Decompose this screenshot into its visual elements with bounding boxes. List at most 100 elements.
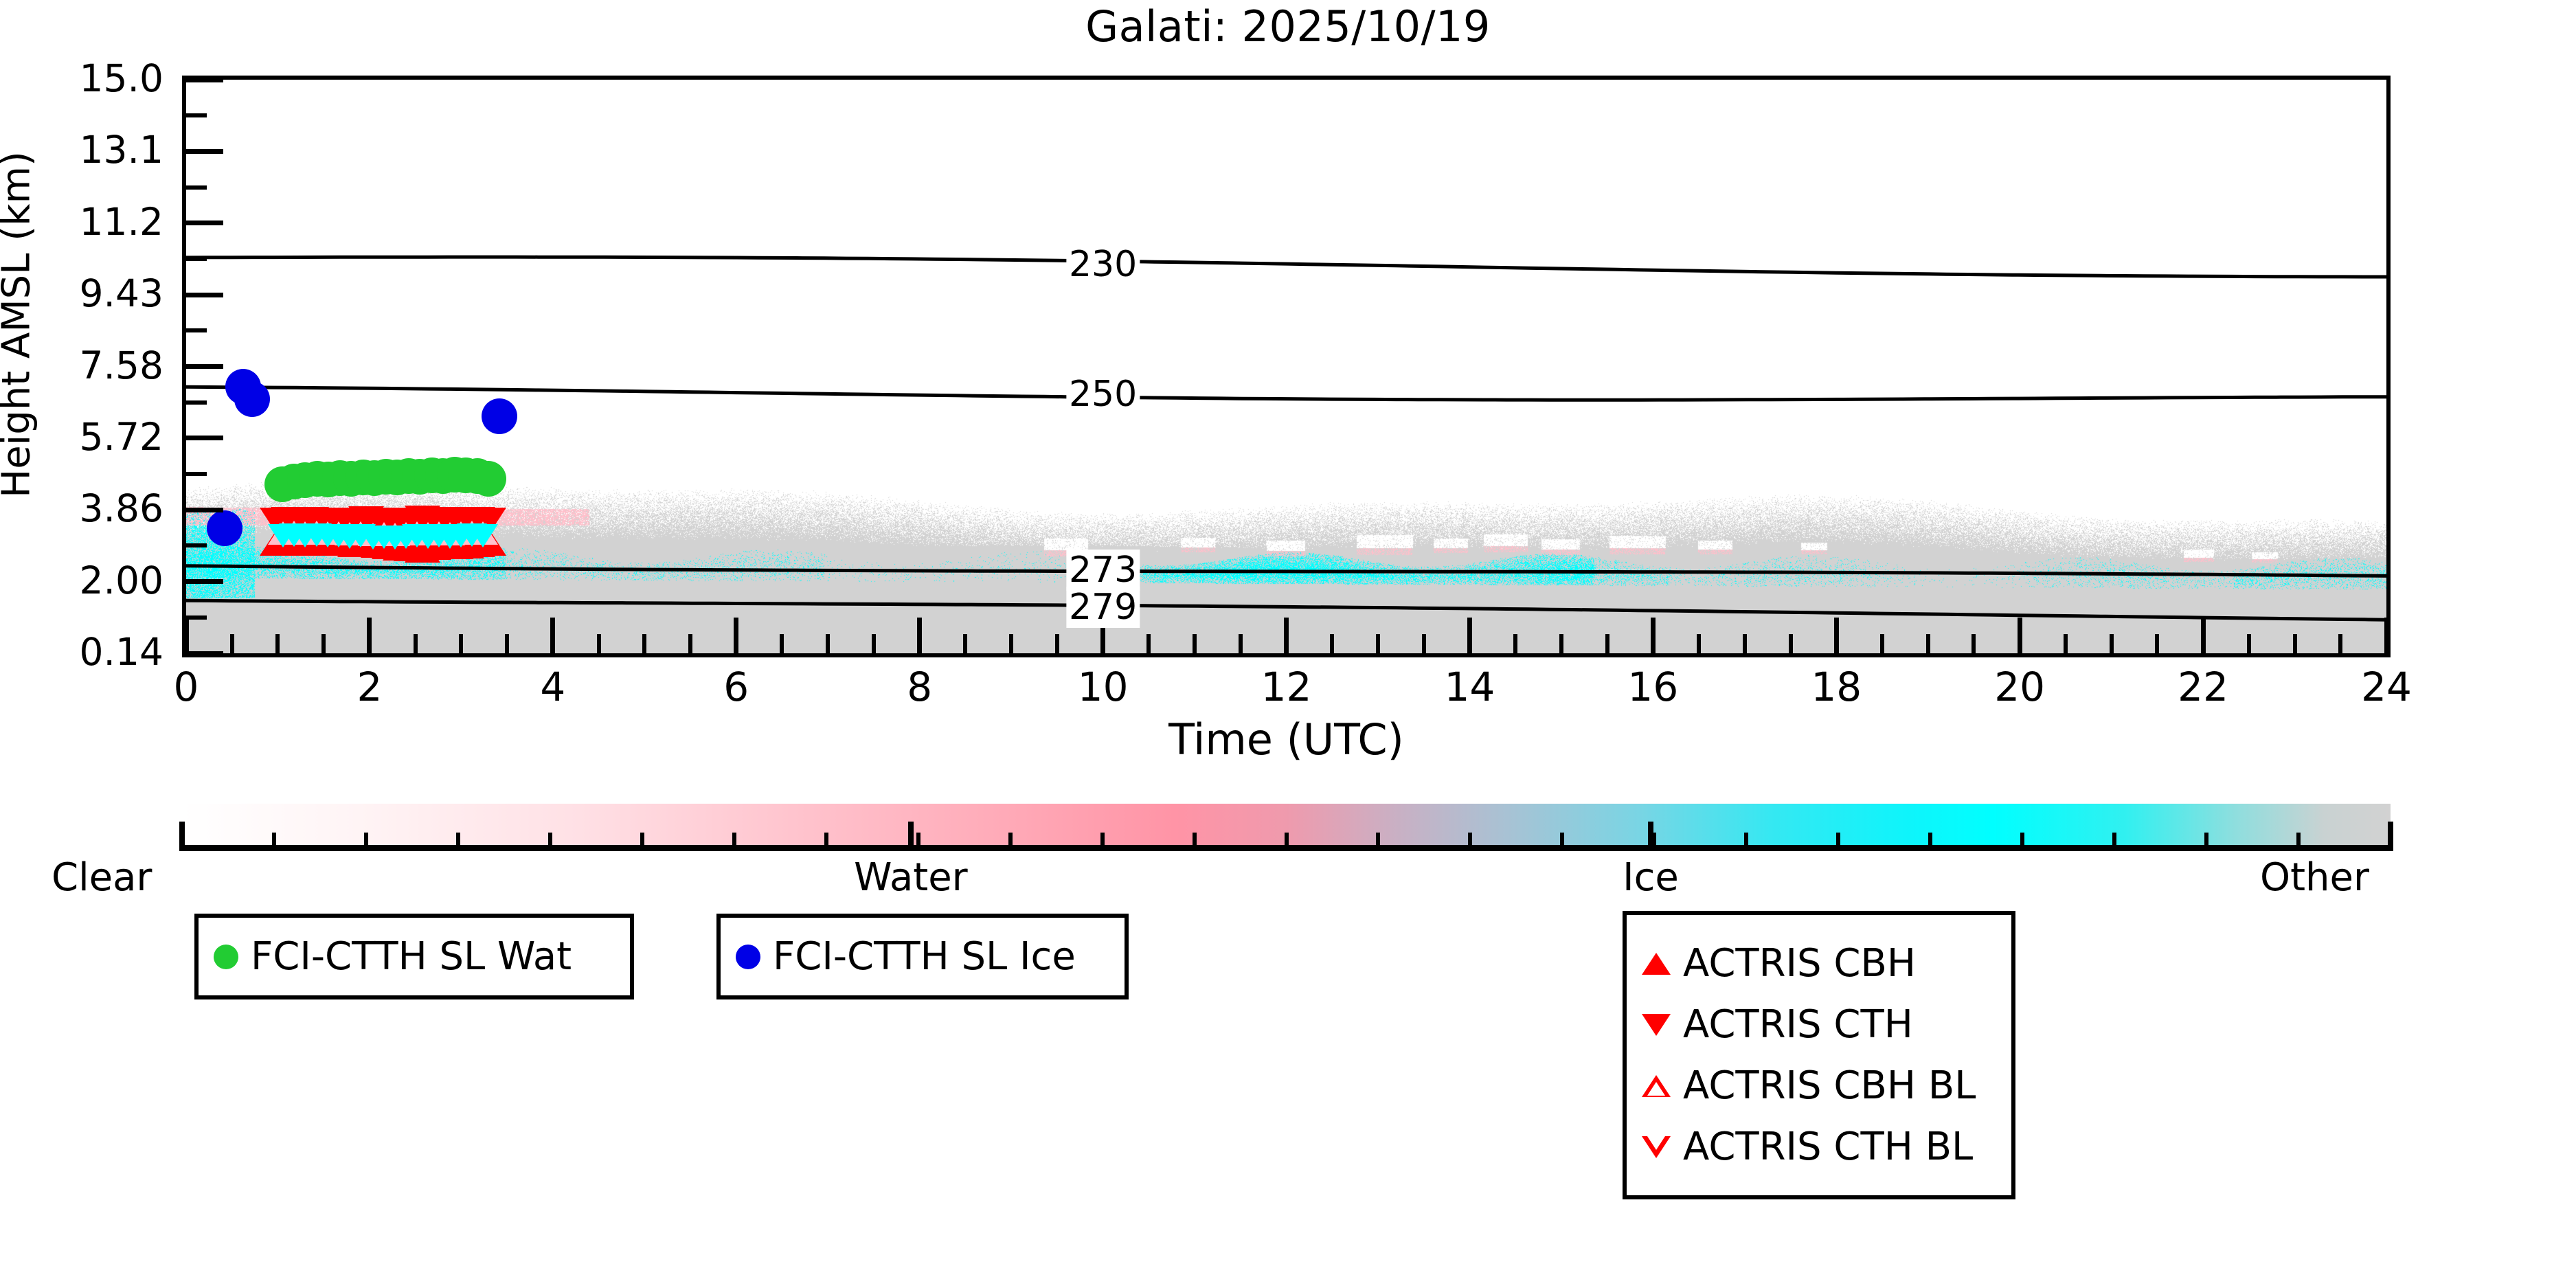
y-tick [186,579,223,585]
marker-fci-ctth-sl-ice [234,381,271,417]
isotherm-line [186,598,2386,622]
triangle-up-open-icon [1642,1074,1671,1097]
x-tick [1467,618,1472,653]
isotherm-label: 250 [1065,374,1140,416]
x-tick-label: 0 [173,664,199,710]
legend-actris[interactable]: ACTRIS CBH ACTRIS CTH ACTRIS CBH BL ACTR… [1623,911,2015,1199]
y-tick-label: 7.58 [79,343,163,387]
isotherm-label: 230 [1065,243,1140,285]
x-tick-label: 22 [2178,664,2228,710]
colorbar-tick-minor [363,833,368,851]
y-tick-label: 3.86 [79,486,163,531]
y-tick [186,651,223,653]
y-tick [186,364,223,369]
isotherm-label: 273 [1065,550,1140,591]
x-tick-minor [1788,634,1793,653]
isotherm-line [186,385,2386,402]
x-tick-minor [871,634,876,653]
y-tick-minor [186,328,207,333]
x-axis-ticks [186,80,2386,653]
x-tick-minor [1925,634,1930,653]
legend-item-label: ACTRIS CBH [1683,941,1917,986]
page-title: Galati: 2025/10/19 [1085,1,1491,52]
x-tick-label: 6 [723,664,749,710]
colorbar-tick-minor [2112,833,2117,851]
colorbar-tick-minor [2204,833,2209,851]
plot-canvas: 230 250 273 279 [186,80,2386,653]
x-tick-minor [826,634,831,653]
colorbar-tick-minor [1928,833,1933,851]
triangle-up-filled-icon [1642,952,1671,975]
x-tick-minor [505,634,510,653]
x-tick-minor [1971,634,1976,653]
isotherm-line [186,564,2386,578]
x-tick-minor [1559,634,1563,653]
x-tick-label: 4 [540,664,566,710]
x-tick-minor [1513,634,1518,653]
colorbar-label: Water [854,855,968,900]
legend-item-cbh: ACTRIS CBH [1627,933,2011,994]
x-tick [1833,618,1839,653]
colorbar-tick-minor [916,833,920,851]
x-tick [1650,618,1656,653]
triangle-down-filled-icon [1642,1013,1671,1036]
x-tick [1100,618,1106,653]
y-tick [186,148,223,154]
x-tick-minor [2338,634,2343,653]
y-axis-title: Height AMSL (km) [0,151,39,498]
y-tick-label: 13.1 [79,128,163,172]
y-tick-label: 11.2 [79,199,163,244]
legend-fci-ctth-sl-wat[interactable]: FCI-CTTH SL Wat [194,914,634,999]
colorbar-tick-minor [1100,833,1105,851]
y-tick [186,80,223,82]
colorbar-tick-minor [1468,833,1473,851]
x-tick-minor [1054,634,1059,653]
plot-area[interactable]: 230 250 273 279 [182,76,2391,657]
isotherm-lines [186,255,2386,622]
legend-fci-ctth-sl-ice[interactable]: FCI-CTTH SL Ice [716,914,1129,999]
y-tick [186,507,223,512]
x-tick [367,618,372,653]
x-tick-minor [1421,634,1426,653]
colorbar-label: Clear [52,855,152,900]
marker-actris-cth-bl [468,524,499,548]
colorbar-tick-minor [1008,833,1013,851]
colorbar-tick-minor [732,833,736,851]
colorbar-tick-minor [1652,833,1657,851]
x-tick-minor [1146,634,1151,653]
colorbar-tick-minor [2020,833,2025,851]
x-tick [2017,618,2022,653]
y-tick-minor [186,615,207,620]
x-tick [1284,618,1289,653]
marker-fci-ctth-sl-wat [471,461,507,497]
y-tick-minor [186,400,207,405]
x-tick-minor [2063,634,2068,653]
legend-item: FCI-CTTH SL Wat [199,926,630,987]
x-tick-minor [2109,634,2114,653]
y-tick [186,292,223,297]
x-tick-minor [229,634,234,653]
x-tick-label: 10 [1077,664,1129,710]
colorbar-tick-major [1647,822,1653,851]
x-tick-label: 8 [907,664,933,710]
circle-marker-icon [736,944,760,969]
colorbar-tick-minor [1836,833,1841,851]
x-tick-minor [413,634,418,653]
colorbar-label: Ice [1623,855,1679,900]
legend-item-label: ACTRIS CBH BL [1683,1063,1976,1108]
x-tick-minor [688,634,693,653]
colorbar-tick-minor [1744,833,1749,851]
x-tick-label: 18 [1811,664,1862,710]
y-tick-minor [186,543,207,548]
x-tick-minor [1330,634,1335,653]
colorbar-tick-minor [1192,833,1197,851]
x-tick-label: 12 [1261,664,1312,710]
x-tick-minor [2155,634,2160,653]
y-tick-minor [186,472,207,477]
x-tick-label: 20 [1994,664,2046,710]
legend-item: FCI-CTTH SL Ice [721,926,1125,987]
y-axis-ticks [186,80,2386,653]
colorbar-tick-minor [271,833,276,851]
x-tick [2200,618,2206,653]
x-tick [550,618,556,653]
